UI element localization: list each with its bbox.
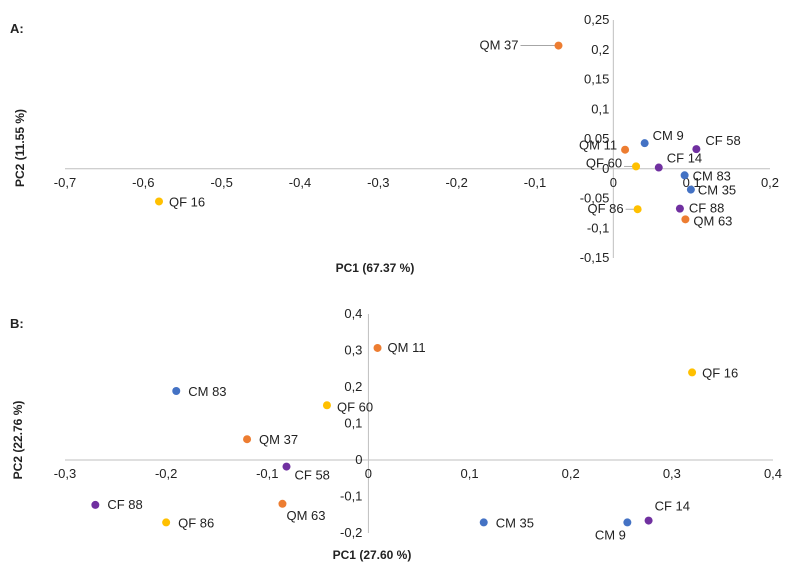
data-point-label: QF 60 <box>586 155 622 170</box>
data-point-label: CF 14 <box>655 499 690 514</box>
data-point-label: QF 86 <box>587 201 623 216</box>
data-point <box>91 500 100 509</box>
x-tick-label: -0,2 <box>155 466 177 481</box>
y-tick-label: -0,1 <box>340 489 362 504</box>
data-point-label: CF 14 <box>667 151 702 166</box>
y-tick-label: 0,1 <box>344 416 362 431</box>
data-point <box>243 435 252 444</box>
y-tick-label: -0,2 <box>340 525 362 540</box>
data-point-label: CM 35 <box>698 183 736 198</box>
axes-b <box>65 314 773 533</box>
x-tick-label: 0,1 <box>683 175 701 190</box>
x-tick-label: -0,5 <box>210 175 232 190</box>
chart-b: B: -0,3 -0,2 -0,1 0 0,1 0,2 0,3 0,4-0,2-0,100,1… <box>10 306 782 562</box>
x-tick-label: -0,2 <box>445 175 467 190</box>
data-point <box>373 343 382 352</box>
data-point-label: CF 88 <box>107 497 142 512</box>
x-tick-label: 0 <box>365 466 372 481</box>
data-point-label: QF 86 <box>178 515 214 530</box>
x-tick-label: -0,4 <box>289 175 311 190</box>
x-tick-label: -0,1 <box>256 466 278 481</box>
x-tick-label: 0,2 <box>562 466 580 481</box>
y-axis-title-b: PC2 (22.76 %) <box>11 401 25 480</box>
data-point-label: QM 37 <box>259 432 298 447</box>
x-tick-label: -0,3 <box>367 175 389 190</box>
data-point-label: CM 9 <box>595 527 626 542</box>
x-tick-label: 0 <box>610 175 617 190</box>
data-point-label: QM 63 <box>693 213 732 228</box>
x-tick-label: -0,3 <box>54 466 76 481</box>
data-point <box>554 41 563 50</box>
y-tick-label: 0,2 <box>344 379 362 394</box>
x-tick-label: 0,2 <box>761 175 779 190</box>
data-point-label: CF 58 <box>705 133 740 148</box>
data-point <box>688 368 697 377</box>
data-point-label: QM 37 <box>479 38 518 53</box>
data-point <box>172 387 181 396</box>
tick-labels-a: -0,7 -0,6 -0,5 -0,4 -0,3 -0,2 -0,1 0 0,1 0,2 -0,15… <box>54 12 779 265</box>
chart-a: A: -0,7 -0,6 -0,5 -0,4 -0,3 -0,2 -0,1 0 0,1 0,2-0… <box>10 12 779 275</box>
data-point-label: QM 63 <box>286 508 325 523</box>
data-point <box>686 185 695 194</box>
panel-label-a: A: <box>10 21 24 36</box>
data-point <box>681 215 690 224</box>
y-tick-label: 0,25 <box>584 12 609 27</box>
data-point-label: CM 83 <box>693 168 731 183</box>
data-point <box>640 139 649 148</box>
data-point <box>621 145 630 154</box>
data-point-label: QF 16 <box>702 365 738 380</box>
data-point <box>654 163 663 172</box>
y-tick-label: -0,05 <box>580 191 610 206</box>
y-tick-label: 0 <box>602 161 609 176</box>
data-point-label: QM 11 <box>579 138 617 153</box>
x-tick-label: 0,4 <box>764 466 782 481</box>
y-tick-label: 0,4 <box>344 306 362 321</box>
points-b: QM 11 QF 16 CM 83 QF 60 QM 37 CF 58 CF 88 QM 63… <box>91 340 738 542</box>
y-axis-title-a: PC2 (11.55 %) <box>13 109 27 187</box>
data-point <box>155 197 163 206</box>
x-axis-title-b: PC1 (27.60 %) <box>333 548 412 562</box>
data-point <box>322 401 331 410</box>
data-point <box>479 518 488 527</box>
data-point <box>278 499 287 508</box>
x-tick-label: -0,1 <box>524 175 546 190</box>
data-point-label: CF 88 <box>689 201 724 216</box>
data-point-label: QF 60 <box>337 399 373 414</box>
y-tick-label: -0,15 <box>580 250 610 265</box>
y-tick-label: -0,1 <box>587 220 609 235</box>
data-point <box>644 516 653 525</box>
data-point <box>633 205 642 214</box>
x-tick-label: 0,1 <box>461 466 479 481</box>
data-point-label: CM 9 <box>653 128 684 143</box>
data-point <box>623 518 632 527</box>
data-point <box>692 145 701 154</box>
y-tick-label: 0,3 <box>344 343 362 358</box>
data-point <box>162 518 171 527</box>
y-tick-label: 0 <box>355 452 362 467</box>
data-point <box>282 462 291 471</box>
data-point <box>675 204 684 213</box>
tick-labels-b: -0,3 -0,2 -0,1 0 0,1 0,2 0,3 0,4-0,2-0,100,10,2… <box>54 306 782 540</box>
data-point-label: CM 35 <box>496 515 534 530</box>
data-point-label: QM 11 <box>388 340 426 355</box>
data-point-label: QF 16 <box>169 194 205 209</box>
axes-a <box>65 20 770 258</box>
x-tick-label: -0,7 <box>54 175 76 190</box>
y-tick-label: 0,1 <box>591 101 609 116</box>
data-point-label: CF 58 <box>295 468 330 483</box>
x-tick-label: 0,3 <box>663 466 681 481</box>
y-tick-label: 0,15 <box>584 72 609 87</box>
x-axis-title-a: PC1 (67.37 %) <box>336 261 415 275</box>
panel-label-b: B: <box>10 316 24 331</box>
y-tick-label: 0,05 <box>584 131 609 146</box>
data-point <box>632 162 641 171</box>
data-point-label: CM 83 <box>188 384 226 399</box>
x-tick-label: -0,6 <box>132 175 154 190</box>
y-tick-label: 0,2 <box>591 42 609 57</box>
data-point <box>680 171 689 180</box>
